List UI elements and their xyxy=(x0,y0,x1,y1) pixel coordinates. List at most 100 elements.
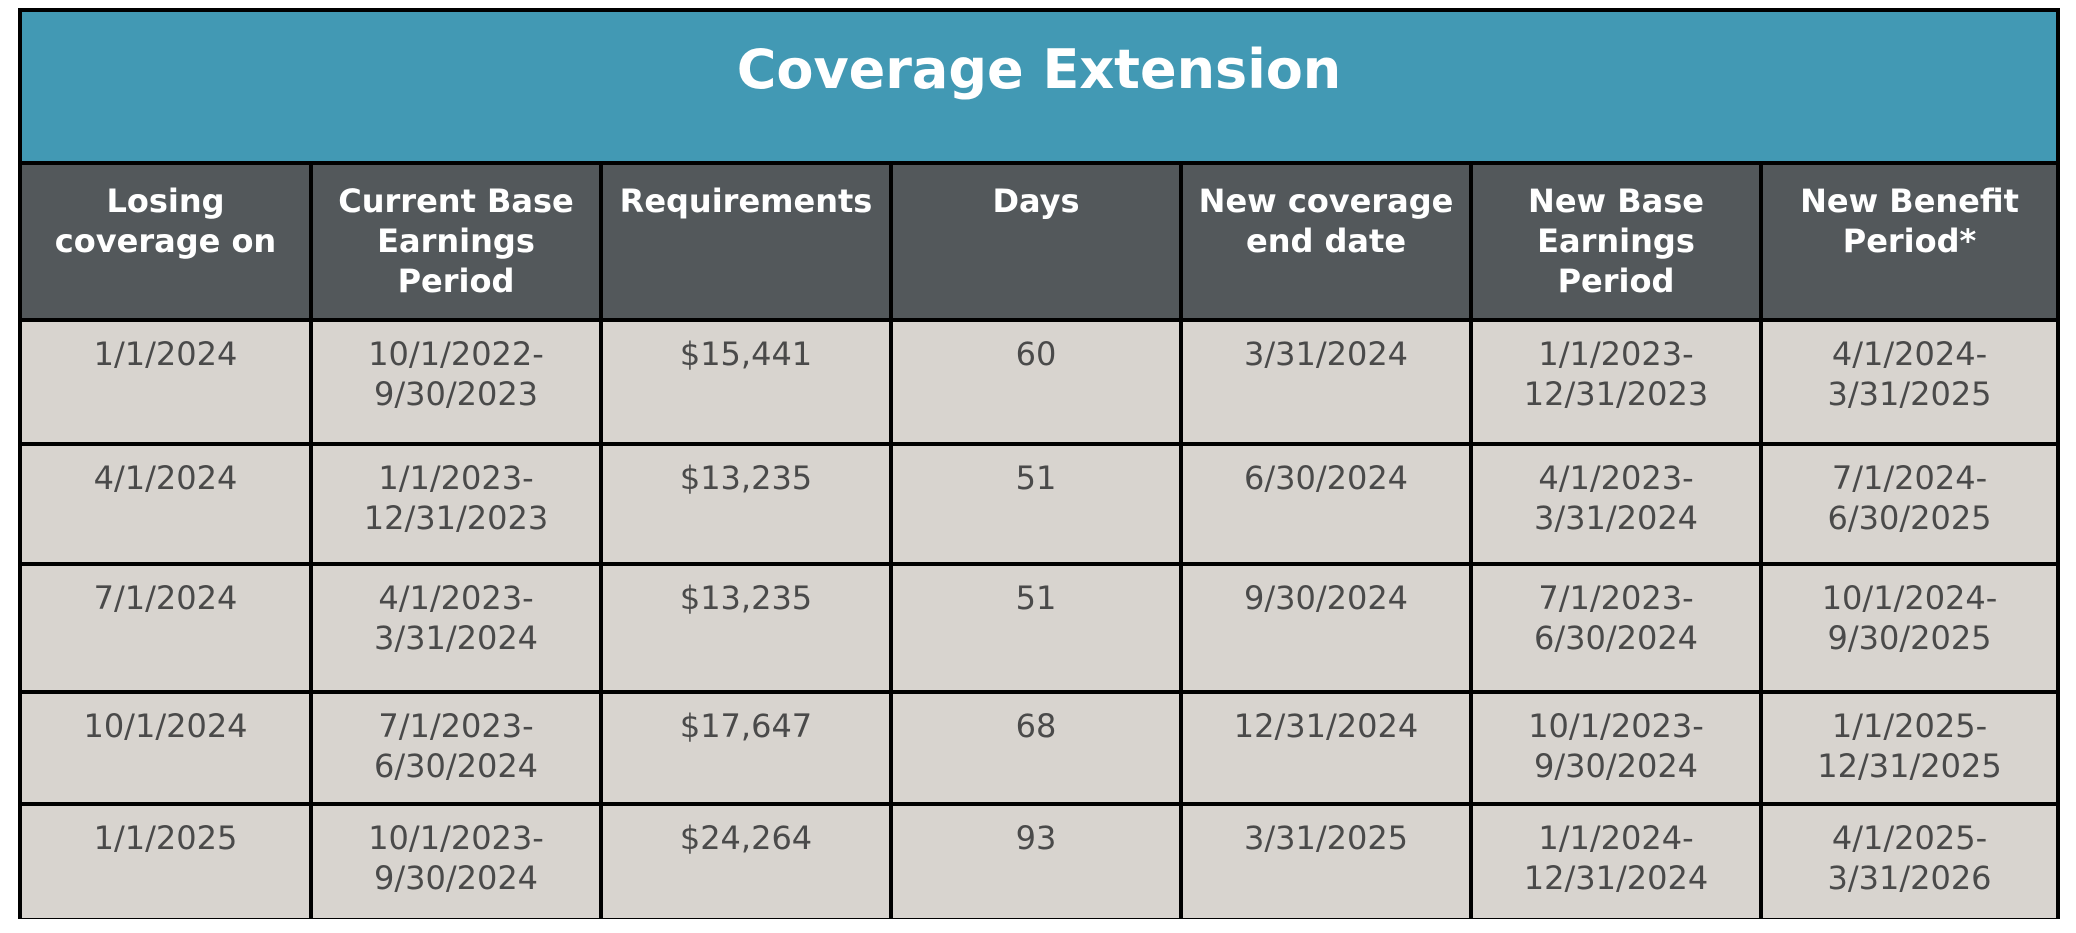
column-header-losing-coverage-on: Losing coverage on xyxy=(22,165,313,322)
cell-line: 12/31/2025 xyxy=(1817,747,2002,785)
title-bar: Coverage Extension xyxy=(22,12,2056,165)
cell-line: 7/1/2023- xyxy=(378,707,534,745)
cell-line: 6/30/2024 xyxy=(1243,459,1409,497)
cell-new-base-earnings-period: 10/1/2023- 9/30/2024 xyxy=(1469,690,1763,806)
cell-requirements: $17,647 xyxy=(599,690,893,806)
cell-current-base-earnings-period: 10/1/2022- 9/30/2023 xyxy=(309,318,603,446)
cell-line: 3/31/2024 xyxy=(373,619,539,657)
cell-line: $13,235 xyxy=(679,579,813,617)
cell-line: 7/1/2024 xyxy=(93,579,238,617)
cell-days: 68 xyxy=(889,690,1183,806)
cell-line: 4/1/2024- xyxy=(1831,335,1988,373)
cell-new-benefit-period: 4/1/2024- 3/31/2025 xyxy=(1759,318,2056,446)
cell-line: 1/1/2024 xyxy=(93,335,238,373)
cell-losing-coverage-on: 1/1/2024 xyxy=(22,318,313,446)
header-line: Current Base xyxy=(338,182,574,220)
coverage-grid: Losing coverage on Current Base Earnings Per… xyxy=(22,165,2056,918)
table-row: 1/1/2024 10/1/2022- 9/30/2023 $15,441 60 3/31… xyxy=(22,318,2056,446)
header-line: New coverage xyxy=(1198,182,1454,220)
cell-losing-coverage-on: 4/1/2024 xyxy=(22,442,313,566)
cell-current-base-earnings-period: 7/1/2023- 6/30/2024 xyxy=(309,690,603,806)
cell-line: 7/1/2024- xyxy=(1831,459,1988,497)
cell-new-coverage-end-date: 9/30/2024 xyxy=(1179,562,1473,694)
header-line: Period xyxy=(397,262,515,300)
cell-new-coverage-end-date: 3/31/2024 xyxy=(1179,318,1473,446)
cell-requirements: $13,235 xyxy=(599,562,893,694)
cell-new-base-earnings-period: 1/1/2024- 12/31/2024 xyxy=(1469,802,1763,918)
table-row: 1/1/2025 10/1/2023- 9/30/2024 $24,264 93 3/31… xyxy=(22,802,2056,918)
cell-line: 3/31/2026 xyxy=(1827,859,1992,897)
cell-line: 3/31/2024 xyxy=(1243,335,1409,373)
coverage-extension-table: Coverage Extension Losing coverage on Curr… xyxy=(18,8,2060,919)
cell-line: 9/30/2024 xyxy=(373,859,539,897)
cell-new-benefit-period: 10/1/2024- 9/30/2025 xyxy=(1759,562,2056,694)
column-header-new-benefit-period: New Benefit Period* xyxy=(1759,165,2056,322)
cell-new-base-earnings-period: 1/1/2023- 12/31/2023 xyxy=(1469,318,1763,446)
cell-line: 6/30/2025 xyxy=(1827,499,1992,537)
cell-current-base-earnings-period: 4/1/2023- 3/31/2024 xyxy=(309,562,603,694)
cell-line: 4/1/2024 xyxy=(93,459,238,497)
header-line: coverage on xyxy=(54,222,277,260)
cell-new-base-earnings-period: 4/1/2023- 3/31/2024 xyxy=(1469,442,1763,566)
cell-line: 10/1/2023- xyxy=(1528,707,1704,745)
cell-line: 9/30/2024 xyxy=(1243,579,1409,617)
header-line: New Base xyxy=(1528,182,1704,220)
cell-new-benefit-period: 4/1/2025- 3/31/2026 xyxy=(1759,802,2056,918)
column-header-requirements: Requirements xyxy=(599,165,893,322)
header-line: Requirements xyxy=(619,182,873,220)
cell-line: 3/31/2024 xyxy=(1533,499,1699,537)
cell-line: 60 xyxy=(1015,335,1057,373)
cell-line: 6/30/2024 xyxy=(1533,619,1699,657)
cell-days: 51 xyxy=(889,562,1183,694)
header-line: Days xyxy=(992,182,1080,220)
column-header-days: Days xyxy=(889,165,1183,322)
cell-line: 68 xyxy=(1015,707,1057,745)
cell-current-base-earnings-period: 1/1/2023- 12/31/2023 xyxy=(309,442,603,566)
table-row: 4/1/2024 1/1/2023- 12/31/2023 $13,235 51 6/30… xyxy=(22,442,2056,566)
cell-line: 4/1/2025- xyxy=(1831,819,1988,857)
table-row: 7/1/2024 4/1/2023- 3/31/2024 $13,235 51 9/30/… xyxy=(22,562,2056,694)
cell-line: 1/1/2023- xyxy=(378,459,534,497)
cell-line: 9/30/2024 xyxy=(1533,747,1699,785)
cell-line: 10/1/2023- xyxy=(368,819,544,857)
header-line: New Benefit xyxy=(1800,182,2019,220)
header-line: Losing xyxy=(106,182,225,220)
cell-line: 10/1/2022- xyxy=(368,335,544,373)
header-line: Earnings xyxy=(377,222,535,260)
cell-line: 9/30/2023 xyxy=(373,375,539,413)
cell-days: 51 xyxy=(889,442,1183,566)
header-row: Losing coverage on Current Base Earnings Per… xyxy=(22,165,2056,322)
cell-days: 60 xyxy=(889,318,1183,446)
cell-line: 4/1/2023- xyxy=(378,579,534,617)
header-line: Earnings xyxy=(1537,222,1695,260)
cell-new-coverage-end-date: 6/30/2024 xyxy=(1179,442,1473,566)
cell-requirements: $13,235 xyxy=(599,442,893,566)
cell-line: 4/1/2023- xyxy=(1538,459,1694,497)
table-row: 10/1/2024 7/1/2023- 6/30/2024 $17,647 68 12/3… xyxy=(22,690,2056,806)
cell-requirements: $24,264 xyxy=(599,802,893,918)
cell-line: $15,441 xyxy=(679,335,813,373)
header-line: end date xyxy=(1245,222,1407,260)
table-title: Coverage Extension xyxy=(736,38,1342,101)
cell-line: 51 xyxy=(1015,459,1057,497)
cell-line: 6/30/2024 xyxy=(373,747,539,785)
cell-line: 12/31/2024 xyxy=(1233,707,1419,745)
table-body: 1/1/2024 10/1/2022- 9/30/2023 $15,441 60 3/31… xyxy=(22,318,2056,918)
cell-line: 1/1/2025 xyxy=(93,819,238,857)
cell-days: 93 xyxy=(889,802,1183,918)
cell-new-coverage-end-date: 12/31/2024 xyxy=(1179,690,1473,806)
cell-line: 1/1/2024- xyxy=(1538,819,1694,857)
cell-new-benefit-period: 7/1/2024- 6/30/2025 xyxy=(1759,442,2056,566)
cell-losing-coverage-on: 10/1/2024 xyxy=(22,690,313,806)
cell-line: 9/30/2025 xyxy=(1827,619,1992,657)
cell-losing-coverage-on: 1/1/2025 xyxy=(22,802,313,918)
cell-line: 10/1/2024- xyxy=(1821,579,1998,617)
cell-new-base-earnings-period: 7/1/2023- 6/30/2024 xyxy=(1469,562,1763,694)
cell-line: 12/31/2023 xyxy=(363,499,549,537)
cell-line: 3/31/2025 xyxy=(1243,819,1409,857)
cell-line: $24,264 xyxy=(679,819,813,857)
column-header-new-base-earnings-period: New Base Earnings Period xyxy=(1469,165,1763,322)
cell-losing-coverage-on: 7/1/2024 xyxy=(22,562,313,694)
cell-new-benefit-period: 1/1/2025- 12/31/2025 xyxy=(1759,690,2056,806)
cell-line: 51 xyxy=(1015,579,1057,617)
